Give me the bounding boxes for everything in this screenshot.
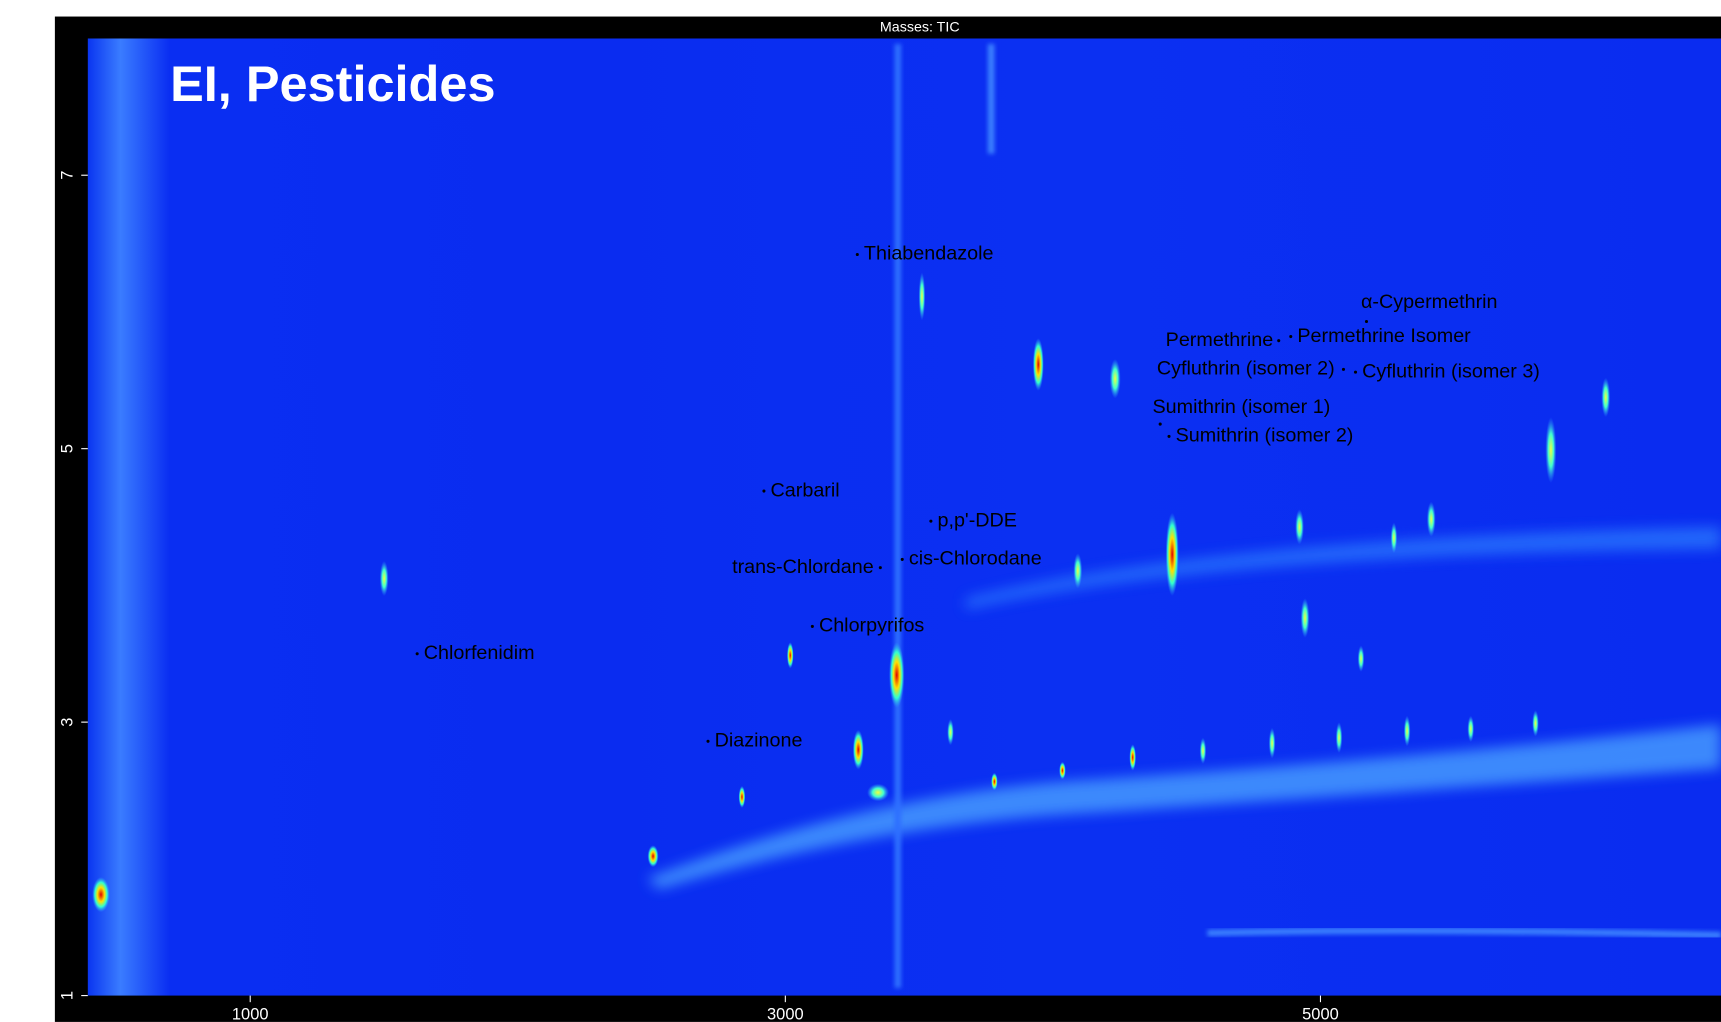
peak-label: Diazinone [715, 729, 803, 751]
header: Masses: TIC [880, 19, 960, 35]
peak-label: trans-Chlordane [732, 556, 874, 578]
page: Masses: TIC EI, Pesticides 1000 3000 5000 1… [0, 0, 1721, 1022]
peak-label: Permethrine Isomer [1297, 325, 1471, 347]
peak-label: Chlorfenidim [424, 642, 535, 664]
peak-marker [856, 253, 859, 256]
peak-marker [1159, 423, 1162, 426]
peak-label: Permethrine [1166, 329, 1274, 351]
peak-label: Thiabendazole [864, 243, 994, 265]
peak-label: Carbaril [771, 479, 840, 501]
peak-marker [1277, 339, 1280, 342]
peak-marker [1365, 320, 1368, 323]
peak-marker [706, 740, 709, 743]
chart-title: EI, Pesticides [170, 55, 495, 112]
peak-marker [879, 566, 882, 569]
peak-marker [929, 520, 932, 523]
plot-area [88, 38, 1721, 995]
peak-label: α-Cypermethrin [1361, 291, 1498, 313]
y-tick-label: 5 [58, 444, 76, 453]
peak-marker [811, 625, 814, 628]
peak-marker [1167, 435, 1170, 438]
peak-marker [762, 490, 765, 493]
peak-marker [416, 652, 419, 655]
peak-label: Chlorpyrifos [819, 615, 924, 637]
peak-marker [1342, 368, 1345, 371]
peak-label: Cyfluthrin (isomer 2) [1157, 358, 1335, 380]
peak-label: p,p'-DDE [937, 509, 1017, 531]
y-tick-label: 1 [58, 991, 76, 1000]
peak-label: Cyfluthrin (isomer 3) [1362, 360, 1540, 382]
peak-marker [1354, 371, 1357, 374]
peak-label: cis-Chlorodane [909, 548, 1042, 570]
chart: Masses: TIC EI, Pesticides 1000 3000 5000 1… [0, 0, 1721, 1022]
y-tick-label: 7 [58, 171, 76, 180]
x-tick-label: 1000 [232, 1006, 269, 1022]
x-tick-label: 5000 [1302, 1006, 1339, 1022]
peak-marker [1289, 335, 1292, 338]
peak-label: Sumithrin (isomer 2) [1176, 425, 1354, 447]
y-tick-label: 3 [58, 718, 76, 727]
peak-marker [901, 558, 904, 561]
x-tick-label: 3000 [767, 1006, 804, 1022]
peak-label: Sumithrin (isomer 1) [1153, 396, 1331, 418]
